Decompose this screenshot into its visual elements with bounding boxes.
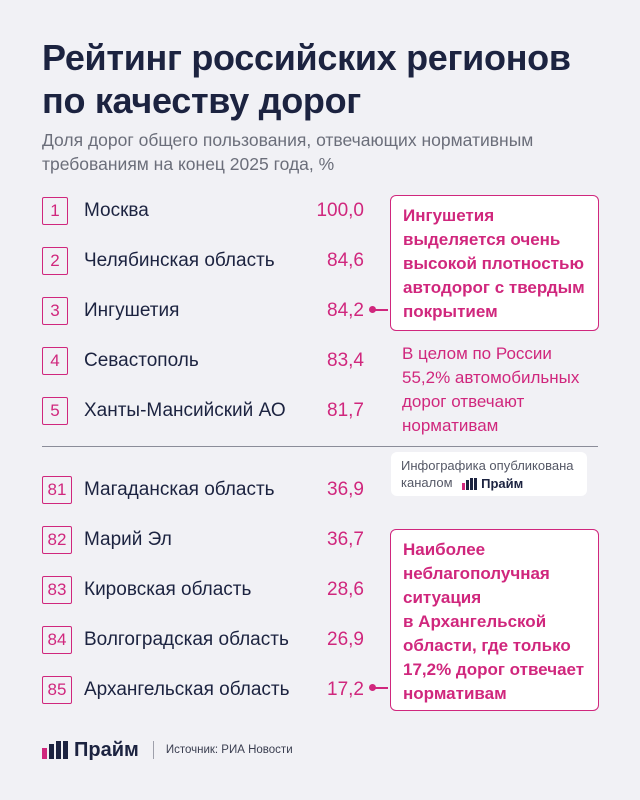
page-title: Рейтинг российских регионов по качеству … (42, 36, 622, 122)
callout-line: ситуация (403, 588, 482, 607)
source-label: Источник: РИА Новости (165, 744, 293, 756)
region-value: 84,6 (327, 250, 364, 271)
region-value: 100,0 (316, 200, 364, 221)
footer-separator (152, 741, 154, 759)
region-name: Москва (84, 200, 149, 221)
published-brand: Прайм (481, 476, 524, 492)
footer: Прайм Источник: РИА Новости (42, 738, 293, 762)
callout-line: 17,2% дорог отвечает (403, 660, 585, 679)
ranking-row: 85 Архангельская область 17,2 (42, 676, 372, 704)
callout-line: в Архангельской (403, 612, 547, 631)
region-value: 84,2 (327, 300, 364, 321)
ranking-row: 84 Волгоградская область 26,9 (42, 626, 372, 654)
region-value: 28,6 (327, 579, 364, 600)
connector-line-ingushetia (374, 309, 388, 311)
callout-line: высокой плотностью (403, 254, 584, 273)
title-line-1: Рейтинг российских регионов (42, 37, 571, 78)
ranking-row: 82 Марий Эл 36,7 (42, 526, 372, 554)
ranking-row: 83 Кировская область 28,6 (42, 576, 372, 604)
ranking-row: 81 Магаданская область 36,9 (42, 476, 372, 504)
footer-brand: Прайм (74, 738, 139, 761)
rank-badge: 4 (42, 347, 68, 375)
rank-badge: 2 (42, 247, 68, 275)
note-line: нормативам (402, 416, 499, 435)
russia-total-note: В целом по России 55,2% автомобильных до… (402, 342, 602, 438)
callout-ingushetia: Ингушетия выделяется очень высокой плотн… (390, 195, 599, 331)
region-name: Ингушетия (84, 300, 180, 321)
callout-line: выделяется очень (403, 230, 561, 249)
region-value: 83,4 (327, 350, 364, 371)
region-name: Магаданская область (84, 479, 275, 500)
rank-badge: 82 (42, 526, 72, 554)
connector-dot-arkhangelsk (369, 684, 376, 691)
prime-logo-icon (42, 741, 68, 759)
rank-badge: 84 (42, 626, 72, 654)
region-name: Челябинская область (84, 250, 275, 271)
region-value: 17,2 (327, 679, 364, 700)
page-subtitle: Доля дорог общего пользования, отвечающи… (42, 128, 612, 176)
published-badge: Инфографика опубликована каналом Прайм (391, 452, 587, 496)
rank-badge: 1 (42, 197, 68, 225)
region-name: Марий Эл (84, 529, 172, 550)
callout-line: нормативам (403, 684, 507, 703)
rank-badge: 85 (42, 676, 72, 704)
callout-arkhangelsk: Наиболее неблагополучная ситуация в Арха… (390, 529, 599, 711)
connector-dot-ingushetia (369, 306, 376, 313)
callout-line: покрытием (403, 302, 498, 321)
callout-line: неблагополучная (403, 564, 550, 583)
region-name: Севастополь (84, 350, 199, 371)
rank-badge: 3 (42, 297, 68, 325)
section-divider (42, 446, 598, 447)
callout-line: Наиболее (403, 540, 486, 559)
region-name: Кировская область (84, 579, 252, 600)
published-line-2: каналом Прайм (401, 474, 577, 492)
note-line: дорог отвечают (402, 392, 525, 411)
region-value: 36,9 (327, 479, 364, 500)
published-channel-label: каналом (401, 475, 453, 490)
rank-badge: 81 (42, 476, 72, 504)
ranking-row: 5 Ханты-Мансийский АО 81,7 (42, 397, 372, 425)
region-value: 36,7 (327, 529, 364, 550)
callout-line: автодорог с твердым (403, 278, 585, 297)
callout-line: Ингушетия (403, 206, 495, 225)
rank-badge: 5 (42, 397, 68, 425)
subtitle-line-2: требованиям на конец 2025 года, % (42, 154, 335, 174)
region-name: Волгоградская область (84, 629, 289, 650)
ranking-row: 4 Севастополь 83,4 (42, 347, 372, 375)
note-line: 55,2% автомобильных (402, 368, 580, 387)
prime-logo-icon (462, 477, 478, 490)
ranking-row: 2 Челябинская область 84,6 (42, 247, 372, 275)
ranking-row: 3 Ингушетия 84,2 (42, 297, 372, 325)
subtitle-line-1: Доля дорог общего пользования, отвечающи… (42, 130, 534, 150)
region-name: Архангельская область (84, 679, 290, 700)
connector-line-arkhangelsk (374, 687, 388, 689)
prime-logo-small: Прайм (462, 475, 523, 492)
title-line-2: по качеству дорог (42, 80, 361, 121)
region-name: Ханты-Мансийский АО (84, 400, 286, 421)
callout-line: области, где только (403, 636, 571, 655)
ranking-row: 1 Москва 100,0 (42, 197, 372, 225)
note-line: В целом по России (402, 344, 552, 363)
region-value: 81,7 (327, 400, 364, 421)
rank-badge: 83 (42, 576, 72, 604)
published-line-1: Инфографика опубликована (401, 458, 574, 473)
region-value: 26,9 (327, 629, 364, 650)
